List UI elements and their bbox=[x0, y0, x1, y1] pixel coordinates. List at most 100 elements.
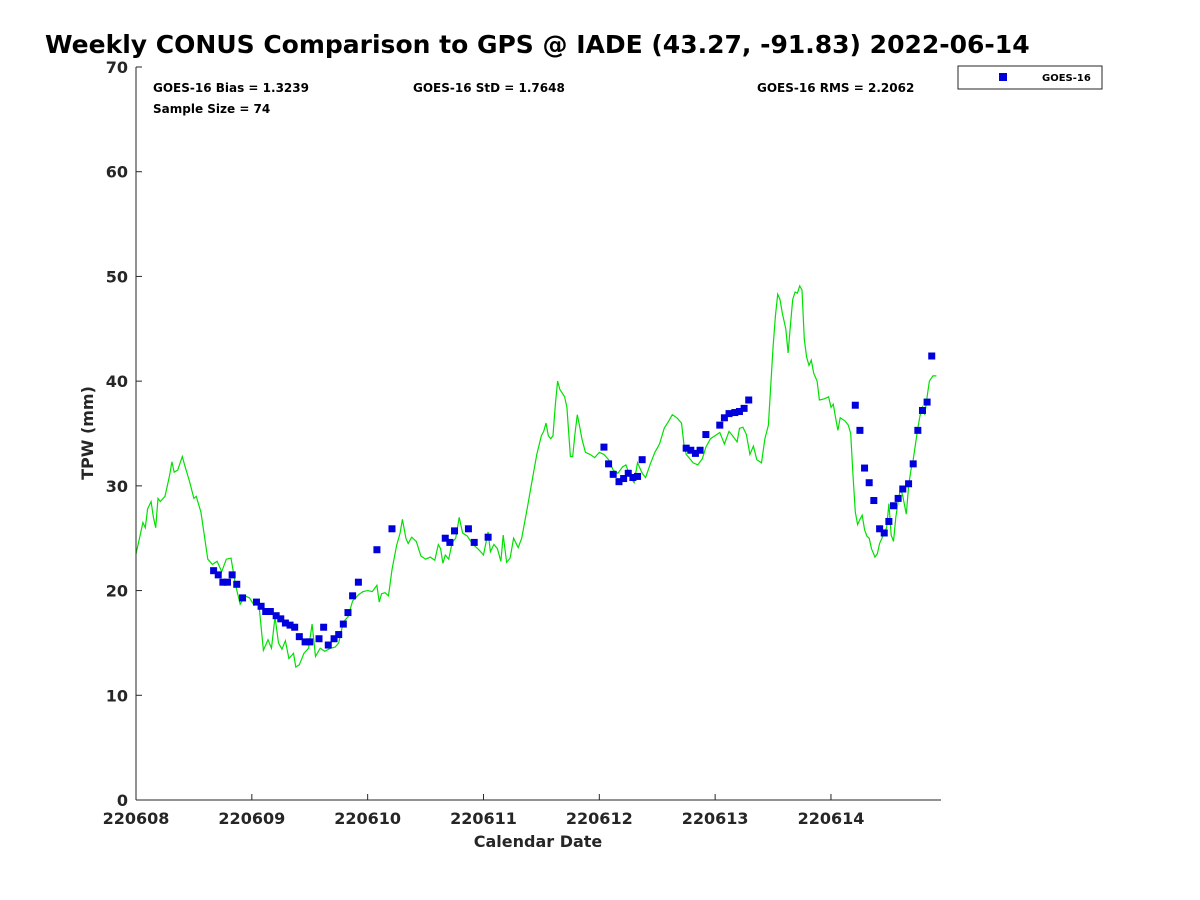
y-tick-label: 20 bbox=[106, 582, 128, 601]
x-tick-label: 220611 bbox=[450, 809, 517, 828]
goes16-data-point bbox=[470, 538, 478, 546]
goes16-data-point bbox=[344, 609, 352, 617]
goes16-data-point bbox=[918, 406, 926, 414]
sample-size-stat: Sample Size = 74 bbox=[153, 102, 270, 116]
goes16-data-point bbox=[687, 446, 695, 454]
goes16-data-point bbox=[441, 534, 449, 542]
x-tick-label: 220614 bbox=[798, 809, 865, 828]
goes16-data-point bbox=[740, 404, 748, 412]
y-axis-label: TPW (mm) bbox=[78, 386, 97, 480]
goes16-data-point bbox=[624, 469, 632, 477]
goes16-data-point bbox=[696, 446, 704, 454]
goes16-data-point bbox=[870, 497, 878, 505]
goes16-data-point bbox=[914, 426, 922, 434]
goes16-data-point bbox=[349, 592, 357, 600]
goes16-data-point bbox=[286, 621, 294, 629]
rms-stat: GOES-16 RMS = 2.2062 bbox=[757, 81, 914, 95]
goes16-data-point bbox=[629, 473, 637, 481]
goes16-data-point bbox=[446, 538, 454, 546]
goes16-data-point bbox=[716, 421, 724, 429]
y-ticks: 0 10 20 30 40 50 60 70 bbox=[106, 58, 142, 810]
goes16-data-point bbox=[315, 635, 323, 643]
goes16-data-point bbox=[923, 398, 931, 406]
x-tick-label: 220609 bbox=[218, 809, 285, 828]
goes16-data-point bbox=[725, 410, 733, 418]
goes16-data-point bbox=[885, 517, 893, 525]
goes16-data-point bbox=[388, 525, 396, 533]
y-tick-label: 70 bbox=[106, 58, 128, 77]
y-tick-label: 10 bbox=[106, 686, 128, 705]
x-tick-label: 220608 bbox=[103, 809, 170, 828]
y-tick-label: 40 bbox=[106, 372, 128, 391]
goes16-data-point bbox=[277, 615, 285, 623]
goes16-data-point bbox=[233, 580, 241, 588]
goes16-data-point bbox=[615, 478, 623, 486]
goes16-data-point bbox=[272, 612, 280, 620]
goes16-data-point bbox=[894, 494, 902, 502]
goes16-data-point bbox=[320, 623, 328, 631]
goes16-data-point bbox=[335, 631, 343, 639]
goes16-data-point bbox=[731, 409, 739, 417]
y-tick-label: 30 bbox=[106, 477, 128, 496]
goes16-data-point bbox=[224, 578, 232, 586]
goes16-data-point bbox=[638, 456, 646, 464]
goes16-data-point bbox=[876, 525, 884, 533]
goes16-data-point bbox=[301, 638, 309, 646]
goes16-data-point bbox=[745, 396, 753, 404]
goes16-data-point bbox=[691, 449, 699, 457]
x-ticks: 220608 220609 220610 220611 220612 220613 2206… bbox=[103, 794, 865, 828]
goes16-data-point bbox=[464, 525, 472, 533]
goes16-data-point bbox=[890, 502, 898, 510]
goes16-data-point bbox=[239, 594, 247, 602]
goes16-data-point bbox=[851, 401, 859, 409]
goes16-data-point bbox=[620, 475, 628, 483]
legend-box bbox=[957, 65, 1103, 90]
goes16-data-point bbox=[210, 567, 218, 575]
goes16-data-point bbox=[928, 352, 936, 360]
y-tick-label: 60 bbox=[106, 163, 128, 182]
goes16-data-point bbox=[899, 485, 907, 493]
y-tick-label: 50 bbox=[106, 267, 128, 286]
goes16-data-point bbox=[219, 578, 227, 586]
gps-series-line bbox=[135, 284, 937, 668]
goes16-data-point bbox=[257, 602, 265, 610]
goes16-data-point bbox=[609, 470, 617, 478]
std-stat: GOES-16 StD = 1.7648 bbox=[413, 81, 565, 95]
goes16-data-point bbox=[306, 638, 314, 646]
goes16-data-point bbox=[330, 635, 338, 643]
goes16-data-point bbox=[720, 414, 728, 422]
goes16-data-point bbox=[702, 431, 710, 439]
goes16-data-point bbox=[324, 641, 332, 649]
goes16-data-point bbox=[228, 571, 236, 579]
goes16-data-point bbox=[266, 608, 274, 616]
goes16-data-point bbox=[682, 444, 690, 452]
goes16-points-layer bbox=[210, 352, 936, 649]
goes16-data-point bbox=[880, 529, 888, 537]
legend-square-marker bbox=[999, 73, 1007, 81]
goes16-data-point bbox=[281, 619, 289, 627]
chart-title: Weekly CONUS Comparison to GPS @ IADE (4… bbox=[45, 30, 1030, 59]
goes16-data-point bbox=[252, 598, 260, 606]
goes16-data-point bbox=[354, 578, 362, 586]
goes16-data-point bbox=[484, 533, 492, 541]
goes16-data-point bbox=[291, 623, 299, 631]
bias-stat: GOES-16 Bias = 1.3239 bbox=[153, 81, 309, 95]
goes16-data-point bbox=[865, 479, 873, 487]
x-tick-label: 220610 bbox=[334, 809, 401, 828]
goes16-data-point bbox=[856, 426, 864, 434]
goes16-data-point bbox=[600, 443, 608, 451]
goes16-data-point bbox=[905, 480, 913, 488]
goes16-data-point bbox=[373, 546, 381, 554]
y-tick-label: 0 bbox=[117, 791, 128, 810]
goes16-data-point bbox=[451, 527, 459, 535]
goes16-data-point bbox=[262, 608, 270, 616]
goes16-data-point bbox=[861, 464, 869, 472]
goes16-data-point bbox=[909, 460, 917, 468]
goes16-data-point bbox=[605, 460, 613, 468]
legend-label-goes16: GOES-16 bbox=[1042, 73, 1091, 84]
gps-line-layer bbox=[135, 284, 937, 668]
goes16-data-point bbox=[735, 408, 743, 416]
goes16-data-point bbox=[214, 571, 222, 579]
x-axis-label: Calendar Date bbox=[474, 832, 603, 851]
